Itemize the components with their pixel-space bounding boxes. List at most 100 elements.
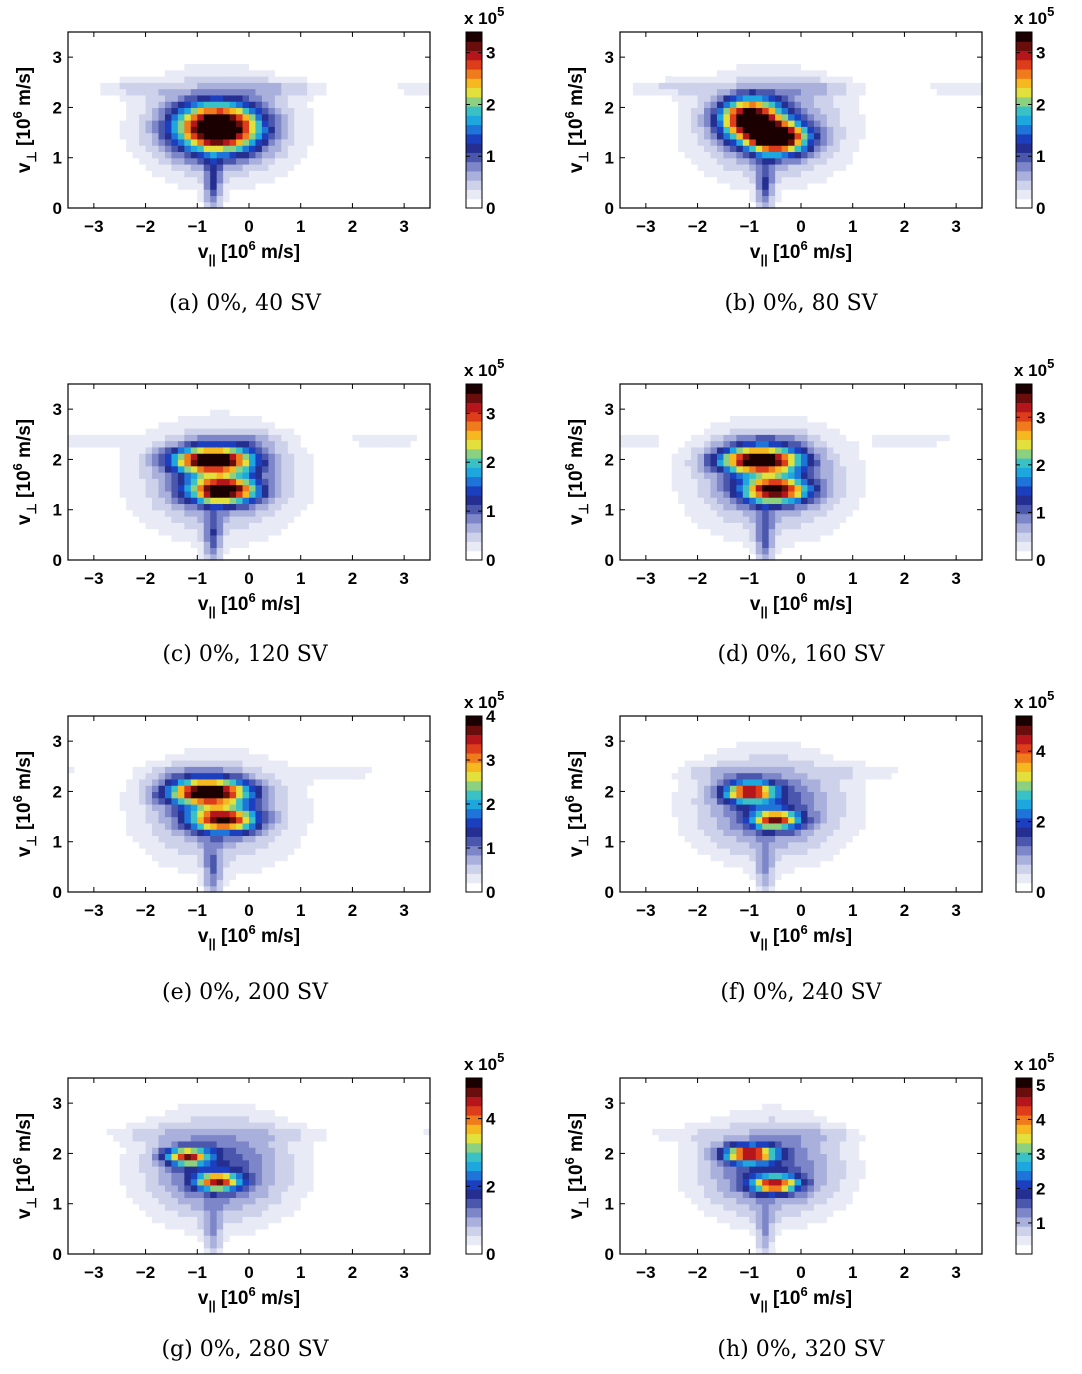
- heatmap-cell: [859, 107, 867, 115]
- heatmap-cell: [152, 409, 160, 417]
- heatmap-cell: [807, 528, 815, 536]
- heatmap-cell: [307, 804, 315, 811]
- heatmap-cell: [300, 854, 308, 862]
- heatmap-cell: [378, 772, 386, 780]
- heatmap-cell: [164, 829, 173, 837]
- heatmap-cell: [281, 176, 289, 184]
- heatmap-cell: [242, 120, 250, 127]
- heatmap-cell: [833, 69, 841, 77]
- heatmap-cell: [197, 113, 205, 121]
- heatmap-cell: [320, 138, 328, 146]
- colorbar-tick-label: 1: [486, 502, 495, 521]
- heatmap-cell: [184, 107, 192, 115]
- heatmap-cell: [255, 791, 263, 799]
- heatmap-cell: [320, 766, 328, 774]
- heatmap-cell: [287, 82, 295, 90]
- heatmap-cell: [307, 791, 315, 799]
- heatmap-cell: [268, 453, 276, 461]
- heatmap-cell: [956, 88, 964, 96]
- heatmap-cell: [106, 478, 114, 486]
- heatmap-cell: [704, 810, 712, 818]
- heatmap-cell: [184, 835, 192, 843]
- heatmap-cell: [268, 797, 276, 805]
- heatmap-cell: [203, 503, 211, 511]
- heatmap-cell: [177, 753, 185, 761]
- heatmap-cell: [132, 797, 140, 805]
- heatmap-cell: [749, 797, 757, 805]
- heatmap-cell: [755, 421, 763, 429]
- heatmap-cell: [936, 440, 944, 448]
- heatmap-cell: [678, 164, 686, 171]
- heatmap-cell: [287, 145, 295, 153]
- heatmap-cell: [781, 409, 789, 417]
- heatmap-cell: [820, 57, 828, 65]
- heatmap-cell: [164, 866, 173, 874]
- heatmap-cell: [742, 113, 750, 121]
- heatmap-cell: [775, 484, 783, 492]
- heatmap-cell: [710, 760, 718, 767]
- heatmap-cell: [139, 472, 147, 479]
- heatmap-cell: [113, 459, 121, 467]
- heatmap-cell: [197, 176, 205, 184]
- heatmap-cell: [678, 528, 686, 536]
- heatmap-cell: [801, 509, 809, 517]
- heatmap-cell: [268, 138, 276, 146]
- heatmap-cell: [255, 101, 263, 109]
- heatmap-cell: [216, 873, 224, 881]
- heatmap-cell: [164, 497, 173, 505]
- heatmap-cell: [152, 490, 160, 498]
- heatmap-cell: [632, 88, 640, 96]
- heatmap-cell: [210, 151, 218, 159]
- heatmap-cell: [236, 138, 244, 146]
- heatmap-cell: [710, 453, 718, 461]
- heatmap-cell: [268, 63, 276, 71]
- heatmap-cell: [197, 151, 205, 159]
- x-axis-label: v|| [106 m/s]: [750, 590, 852, 619]
- heatmap-cell: [320, 841, 328, 849]
- heatmap-cell: [223, 816, 231, 824]
- heatmap-cell: [813, 164, 821, 171]
- heatmap-cell: [100, 88, 108, 96]
- heatmap-cell: [223, 728, 231, 736]
- heatmap-cell: [704, 94, 712, 102]
- heatmap-cell: [294, 854, 302, 862]
- heatmap-cell: [813, 459, 821, 467]
- heatmap-cell: [229, 44, 237, 52]
- heatmap-cell: [229, 841, 237, 849]
- heatmap-cell: [190, 94, 198, 102]
- heatmap-cell: [242, 132, 250, 140]
- heatmap-cell: [833, 132, 841, 140]
- heatmap-cell: [210, 69, 218, 77]
- heatmap-cell: [268, 126, 276, 134]
- heatmap-cell: [152, 446, 160, 454]
- heatmap-cell: [736, 528, 744, 536]
- heatmap-cell: [742, 760, 750, 767]
- heatmap-cell: [716, 472, 725, 479]
- heatmap-cell: [697, 440, 705, 448]
- heatmap-cell: [229, 428, 237, 435]
- heatmap-cell: [885, 126, 893, 134]
- heatmap-cell: [846, 503, 854, 511]
- heatmap-cell: [87, 82, 95, 90]
- heatmap-cell: [697, 772, 705, 780]
- heatmap-cell: [397, 88, 405, 96]
- heatmap-cell: [658, 428, 666, 435]
- colorbar-segment: [466, 864, 482, 874]
- heatmap-cell: [177, 440, 185, 448]
- heatmap-cell: [768, 547, 776, 555]
- heatmap-cell: [236, 879, 244, 887]
- heatmap-cell: [755, 120, 763, 127]
- heatmap-cell: [742, 778, 750, 786]
- heatmap-cell: [691, 822, 699, 830]
- heatmap-cell: [249, 428, 257, 435]
- heatmap-cell: [807, 195, 815, 203]
- heatmap-cell: [716, 465, 725, 473]
- heatmap-cell: [158, 797, 166, 805]
- heatmap-cell: [216, 176, 224, 184]
- heatmap-cell: [287, 541, 295, 549]
- heatmap-cell: [139, 785, 147, 793]
- heatmap-cell: [249, 734, 257, 742]
- heatmap-cell: [775, 547, 783, 555]
- heatmap-cell: [891, 434, 899, 442]
